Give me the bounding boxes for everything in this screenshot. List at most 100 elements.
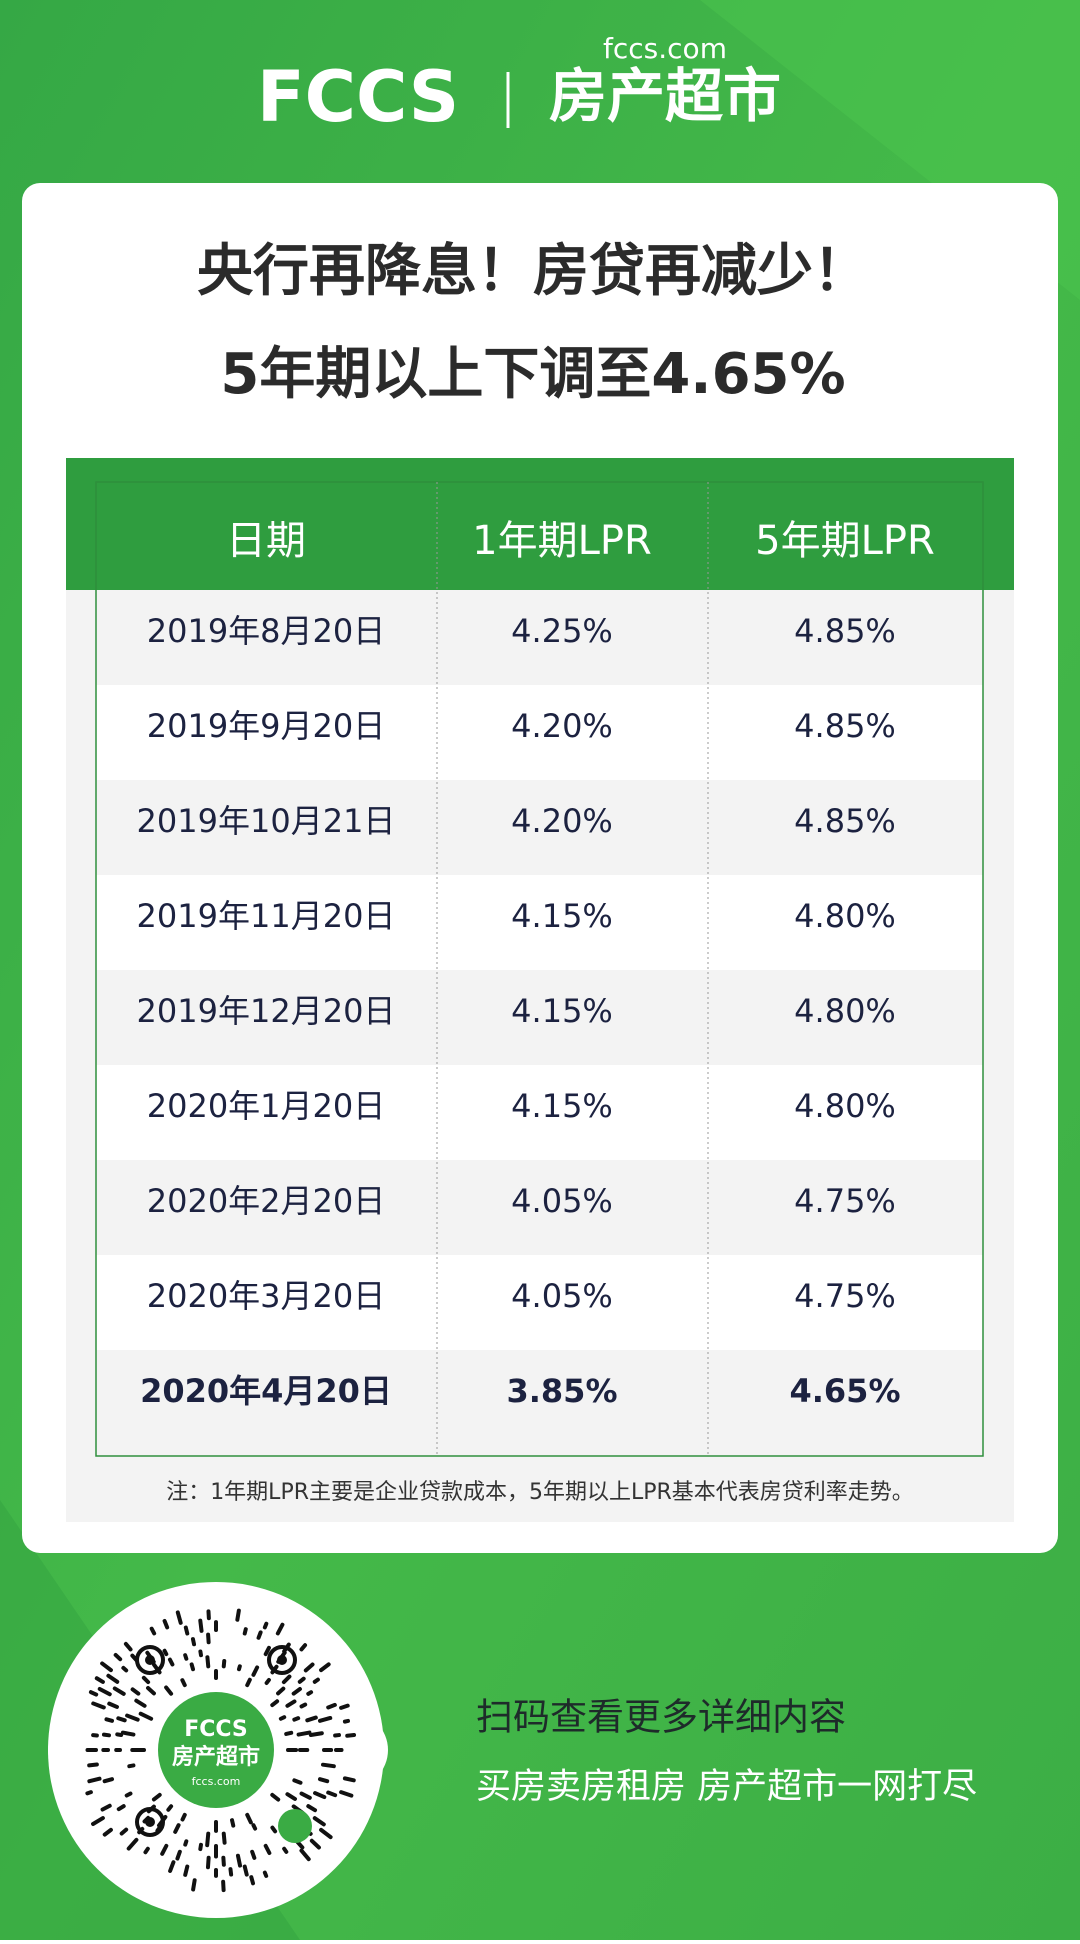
title-line: 5年期以上下调至4.65% [220,342,845,407]
qr-dot [284,1849,286,1852]
qr-dot [230,1869,231,1874]
qr-dot [267,1680,269,1683]
qr-dot [239,1666,240,1669]
qr-dot [177,1852,179,1859]
table-cell: 4.85% [794,802,896,840]
qr-dot [89,1764,97,1765]
qr-dot [224,1834,225,1843]
table-cell: 2019年11月20日 [137,897,396,935]
qr-dot [123,1733,134,1735]
qr-dot [104,1735,109,1736]
table-cell: 2020年1月20日 [147,1087,386,1125]
qr-dot [89,1779,99,1781]
table-cell: 2020年3月20日 [147,1277,386,1315]
qr-dot [200,1621,201,1631]
table-cell: 2019年8月20日 [147,612,386,650]
qr-dot [302,1705,306,1707]
table-cell: 4.80% [794,897,896,935]
qr-dot [207,1657,208,1666]
qr-site: fccs.com [192,1775,241,1788]
qr-dot [294,1780,300,1782]
qr-dot [127,1794,131,1796]
qr-dot [272,1828,275,1832]
qr-dot [311,1733,322,1735]
qr-dot [265,1873,266,1876]
qr-dot [170,1660,172,1665]
table-cell: 4.75% [794,1277,896,1315]
table-cell: 4.75% [794,1182,896,1220]
qr-dot [307,1718,316,1721]
qr-finder [145,1655,155,1665]
qr-dot [294,1718,298,1719]
qr-dot [186,1628,187,1634]
qr-dot [253,1825,255,1828]
qr-dot [299,1733,310,1735]
table-cell: 4.25% [511,612,613,650]
qr-dot [185,1841,186,1844]
qr-dot [320,1718,330,1721]
logo-site: fccs.com [603,32,727,65]
column-header: 1年期LPR [472,518,652,564]
qr-finder [145,1817,155,1827]
qr-dot [345,1721,348,1722]
qr-dot [281,1717,284,1719]
qr-dot [328,1793,335,1796]
qr-dot [91,1692,96,1694]
qr-dot [300,1679,304,1682]
qr-brand: 房产超市 [172,1744,260,1770]
title-line: 央行再降息！房贷再减少！ [197,239,869,304]
column-header: 日期 [226,518,306,564]
qr-dot [106,1719,112,1721]
qr-dot [259,1632,261,1637]
qr-dot [105,1779,112,1781]
qr-dot [178,1612,181,1622]
qr-dot [301,1645,305,1649]
qr-finder [277,1655,287,1665]
qr-miniapp [278,1809,312,1843]
table-cell: 4.05% [511,1182,613,1220]
table-cell: 4.15% [511,1087,613,1125]
qr-dot [286,1733,291,1734]
qr-dot [247,1680,250,1685]
qr-dot [152,1629,154,1634]
table-note: 注：1年期LPR主要是企业贷款成本，5年期以上LPR基本代表房贷利率走势。 [166,1480,914,1505]
qr-dot [320,1779,327,1781]
qr-dot [347,1735,354,1736]
qr-dot [251,1877,253,1883]
table-cell: 4.05% [511,1277,613,1315]
qr-dot [165,1651,167,1654]
table-cell: 4.85% [794,707,896,745]
qr-dot [193,1880,195,1889]
table-cell: 4.80% [794,1087,896,1125]
qr-dot [315,1680,318,1682]
qr-dot [183,1815,185,1820]
qr-dot [323,1765,334,1766]
table-cell: 4.20% [511,707,613,745]
footer-line: 扫码查看更多详细内容 [476,1696,846,1739]
column-header: 5年期LPR [755,518,935,564]
qr-dot [245,1867,247,1875]
table-cell: 4.80% [794,992,896,1030]
qr-dot [200,1845,201,1849]
qr-dot [238,1856,240,1866]
qr-dot [168,1806,171,1809]
table-cell: 2019年12月20日 [137,992,396,1030]
qr-dot [193,1639,194,1644]
qr-dot [185,1655,186,1659]
footer-line: 买房卖房租房 房产超市一网打尽 [476,1767,977,1807]
table-cell: 4.15% [511,897,613,935]
qr-dot [308,1692,311,1694]
logo-mark: FCCS [257,56,459,138]
qr-dot [208,1635,209,1643]
qr-dot [185,1867,187,1875]
qr-dot [207,1834,208,1846]
qr-dot [208,1858,209,1867]
qr-dot [200,1651,201,1655]
qr-dot [192,1664,193,1669]
table-cell: 2020年2月20日 [147,1182,386,1220]
qr-dot [117,1734,121,1735]
table-cell: 2020年4月20日 [140,1372,392,1410]
table-cell: 3.85% [506,1372,617,1410]
qr-dot [165,1621,168,1627]
